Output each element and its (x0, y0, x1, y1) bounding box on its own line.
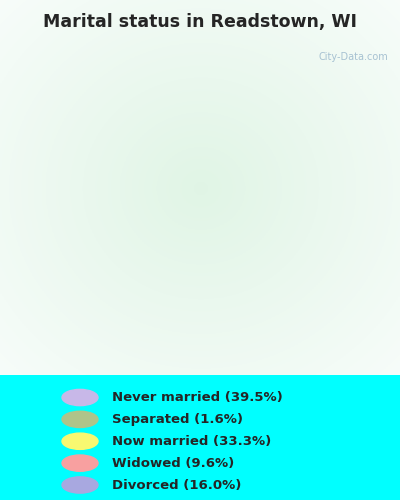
Circle shape (111, 98, 289, 276)
Ellipse shape (62, 433, 98, 450)
Ellipse shape (62, 411, 98, 428)
Text: Never married (39.5%): Never married (39.5%) (112, 391, 283, 404)
Ellipse shape (62, 477, 98, 493)
Text: City-Data.com: City-Data.com (318, 52, 388, 62)
Ellipse shape (62, 390, 98, 406)
Wedge shape (248, 259, 285, 305)
Wedge shape (61, 191, 274, 326)
Text: Widowed (9.6%): Widowed (9.6%) (112, 456, 234, 469)
Ellipse shape (62, 455, 98, 471)
Text: Marital status in Readstown, WI: Marital status in Readstown, WI (43, 12, 357, 30)
Text: Separated (1.6%): Separated (1.6%) (112, 413, 243, 426)
Text: Divorced (16.0%): Divorced (16.0%) (112, 478, 241, 492)
Wedge shape (83, 48, 200, 139)
Wedge shape (61, 113, 124, 192)
Wedge shape (200, 48, 339, 297)
Text: Now married (33.3%): Now married (33.3%) (112, 434, 271, 448)
